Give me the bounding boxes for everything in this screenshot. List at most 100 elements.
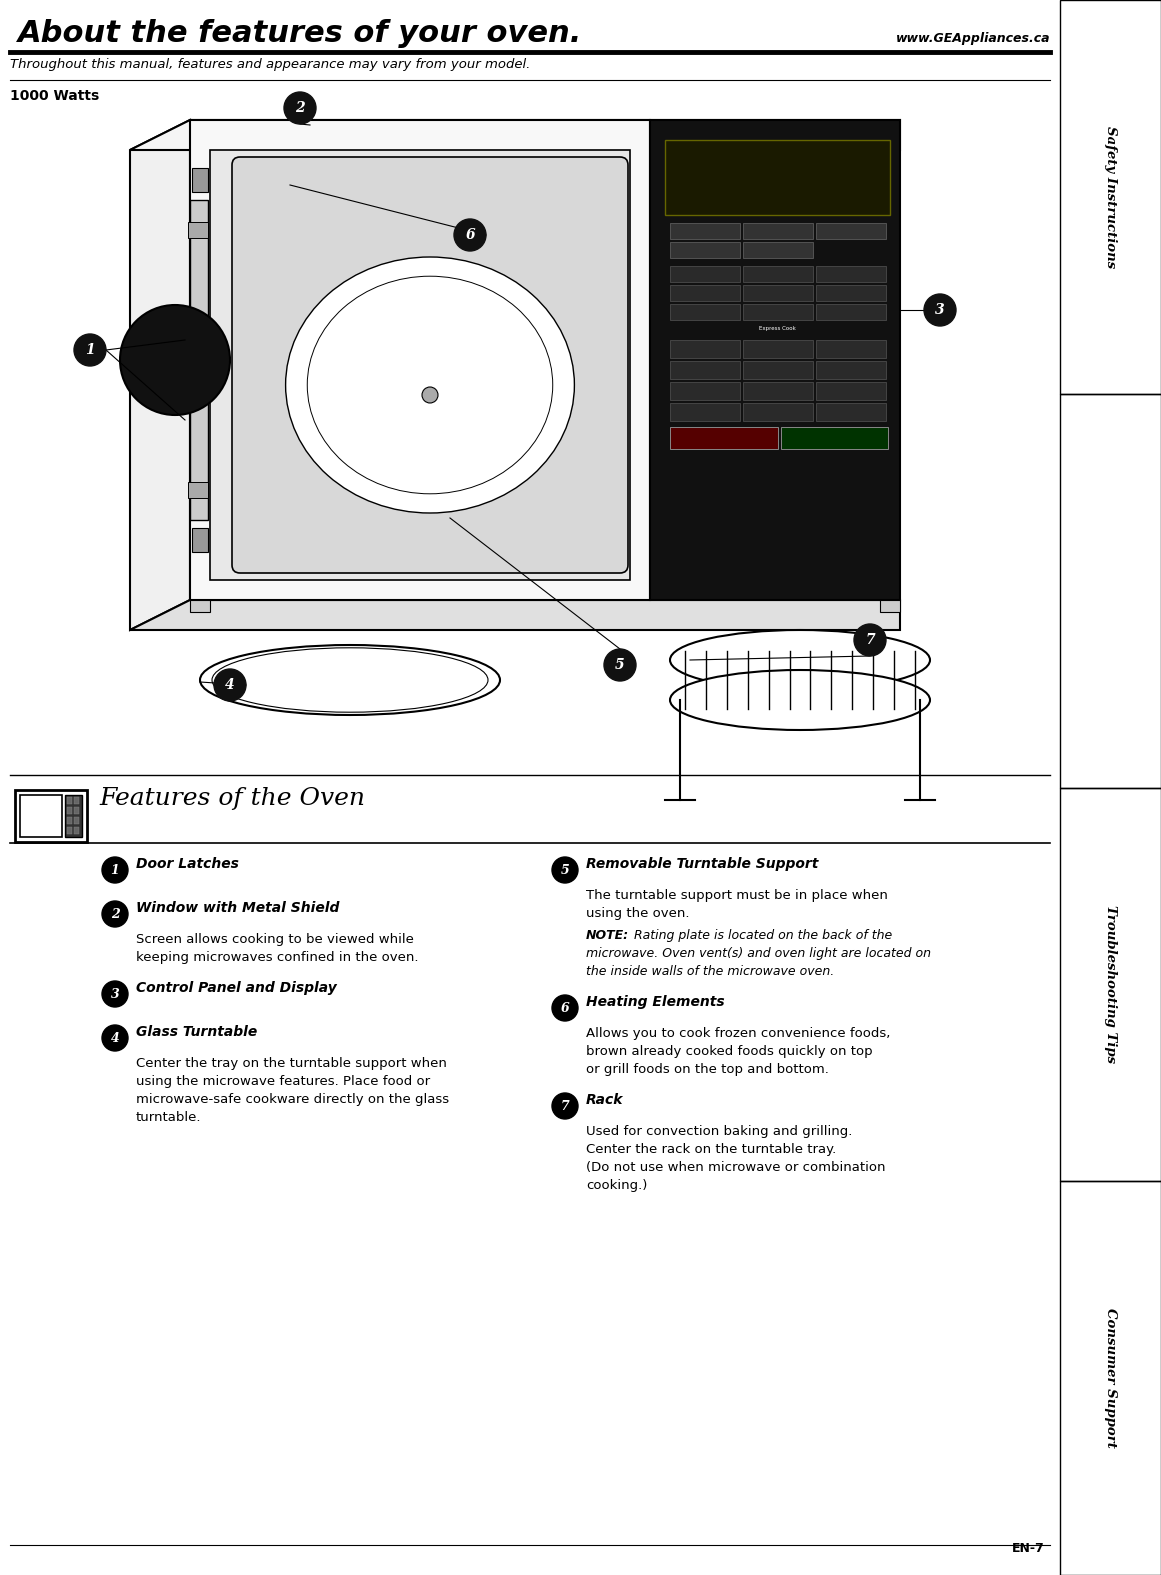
Text: keeping microwaves confined in the oven.: keeping microwaves confined in the oven. xyxy=(136,951,418,964)
Bar xyxy=(743,224,813,239)
Text: CHECK
ADD/CHNG: CHECK ADD/CHNG xyxy=(767,288,788,298)
Bar xyxy=(670,340,740,358)
Circle shape xyxy=(551,1093,578,1118)
Text: KITCHEN
TIMER: KITCHEN TIMER xyxy=(841,406,861,417)
Text: CHANGE
PLATE: CHANGE PLATE xyxy=(697,288,713,298)
Text: Center the rack on the turntable tray.: Center the rack on the turntable tray. xyxy=(586,1143,836,1156)
Text: 5: 5 xyxy=(615,658,625,673)
Bar xyxy=(670,243,740,258)
Bar xyxy=(190,120,650,600)
Text: Troubleshooting Tips: Troubleshooting Tips xyxy=(1104,906,1117,1063)
Bar xyxy=(816,266,886,282)
Text: 5: 5 xyxy=(776,367,780,373)
Text: 6: 6 xyxy=(849,367,853,373)
Text: Heating Elements: Heating Elements xyxy=(586,995,724,1010)
Bar xyxy=(743,403,813,421)
Bar xyxy=(743,383,813,400)
Ellipse shape xyxy=(670,630,930,690)
Bar xyxy=(670,427,778,449)
Bar xyxy=(670,383,740,400)
Bar xyxy=(188,482,208,498)
Text: microwave-safe cookware directly on the glass: microwave-safe cookware directly on the … xyxy=(136,1093,449,1106)
Bar xyxy=(665,140,890,216)
Bar xyxy=(743,285,813,301)
Circle shape xyxy=(102,1025,128,1051)
Text: GRILL: GRILL xyxy=(771,228,785,233)
Bar xyxy=(816,361,886,380)
Text: 1: 1 xyxy=(85,343,95,358)
Text: EN-7: EN-7 xyxy=(1012,1542,1045,1555)
Text: POWER: POWER xyxy=(695,247,714,252)
Text: Safety Instructions: Safety Instructions xyxy=(1104,126,1117,268)
Text: Window with Metal Shield: Window with Metal Shield xyxy=(136,901,339,915)
Text: 5: 5 xyxy=(561,863,569,877)
Bar xyxy=(816,340,886,358)
Text: Consumer Support: Consumer Support xyxy=(1104,1309,1117,1447)
Bar xyxy=(670,266,740,282)
Ellipse shape xyxy=(286,257,575,513)
Circle shape xyxy=(102,901,128,928)
Text: 3: 3 xyxy=(849,346,853,351)
Text: The turntable support must be in place when: The turntable support must be in place w… xyxy=(586,888,888,902)
Bar xyxy=(74,817,79,824)
Text: CAKE: CAKE xyxy=(773,310,784,313)
Text: Used for convection baking and grilling.: Used for convection baking and grilling. xyxy=(586,1125,852,1139)
Text: using the microwave features. Place food or: using the microwave features. Place food… xyxy=(136,1076,430,1088)
Bar xyxy=(67,797,72,803)
Text: 2: 2 xyxy=(295,101,305,115)
Circle shape xyxy=(284,91,316,124)
Text: STOP
CLEAR: STOP CLEAR xyxy=(714,433,734,444)
Text: 0: 0 xyxy=(776,410,780,414)
Bar xyxy=(190,200,208,520)
Text: CONVT: CONVT xyxy=(697,228,714,233)
Text: ROAST
CHICKEN: ROAST CHICKEN xyxy=(697,307,714,317)
Text: - - - - - - -: - - - - - - - xyxy=(762,206,793,213)
Bar xyxy=(816,224,886,239)
Bar xyxy=(74,827,79,835)
Bar xyxy=(670,361,740,380)
Text: Express Cook: Express Cook xyxy=(759,326,796,331)
Text: Center the tray on the turntable support when: Center the tray on the turntable support… xyxy=(136,1057,447,1069)
Polygon shape xyxy=(130,120,190,630)
Bar xyxy=(67,827,72,835)
Polygon shape xyxy=(130,600,900,630)
Circle shape xyxy=(421,387,438,403)
Bar xyxy=(670,304,740,320)
Circle shape xyxy=(854,624,886,657)
Text: 4: 4 xyxy=(225,677,235,691)
Bar xyxy=(816,403,886,421)
Text: 2: 2 xyxy=(776,346,780,351)
Text: CONVERT: CONVERT xyxy=(766,247,789,252)
Text: PIZZA: PIZZA xyxy=(845,310,857,313)
Text: 3: 3 xyxy=(936,302,945,317)
Text: CLOCK: CLOCK xyxy=(697,410,713,414)
Circle shape xyxy=(214,669,246,701)
Bar xyxy=(743,266,813,282)
Text: Throughout this manual, features and appearance may vary from your model.: Throughout this manual, features and app… xyxy=(10,58,531,71)
Circle shape xyxy=(102,857,128,884)
Bar xyxy=(188,222,208,238)
Text: or grill foods on the top and bottom.: or grill foods on the top and bottom. xyxy=(586,1063,829,1076)
Text: 1: 1 xyxy=(110,863,120,877)
Text: Removable Turntable Support: Removable Turntable Support xyxy=(586,857,819,871)
Bar xyxy=(192,169,208,192)
Bar xyxy=(743,361,813,380)
Text: 9: 9 xyxy=(849,387,853,394)
Bar xyxy=(74,806,79,814)
Text: turntable.: turntable. xyxy=(136,1110,202,1125)
Bar xyxy=(743,304,813,320)
Text: Control Panel and Display: Control Panel and Display xyxy=(136,981,337,995)
Text: Operating Instructions: Operating Instructions xyxy=(1104,506,1117,676)
Text: 2: 2 xyxy=(110,907,120,920)
Text: www.GEAppliances.ca: www.GEAppliances.ca xyxy=(895,32,1050,46)
Bar xyxy=(15,791,87,843)
Bar xyxy=(192,528,208,551)
Circle shape xyxy=(551,857,578,884)
Text: 4: 4 xyxy=(110,1032,120,1044)
Text: 1000 Watts: 1000 Watts xyxy=(10,90,99,102)
Text: Features of the Oven: Features of the Oven xyxy=(99,788,365,810)
Bar xyxy=(670,403,740,421)
Polygon shape xyxy=(130,120,900,150)
Circle shape xyxy=(74,334,106,365)
Text: START
+30SEC: START +30SEC xyxy=(822,433,846,444)
